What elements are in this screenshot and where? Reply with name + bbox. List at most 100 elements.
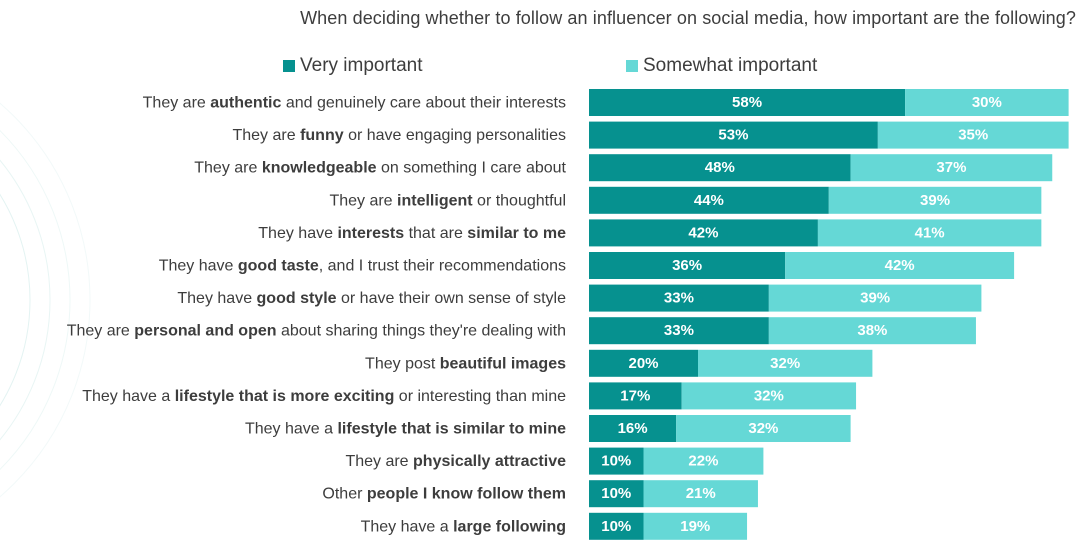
decorative-arcs xyxy=(0,102,91,498)
bar-somewhat-important xyxy=(676,415,851,442)
bar-somewhat-important xyxy=(643,480,758,508)
chart-title: When deciding whether to follow an influ… xyxy=(300,8,1076,28)
data-label: 53% xyxy=(718,127,748,144)
category-label-part: intelligent xyxy=(397,192,473,209)
category-label: They are personal and open about sharing… xyxy=(67,322,566,339)
legend-label-very: Very important xyxy=(300,55,423,76)
category-label-part: They have a xyxy=(245,420,338,437)
legend-swatch-somewhat xyxy=(626,60,638,72)
category-label-part: They post xyxy=(365,355,440,372)
data-label: 41% xyxy=(915,224,945,241)
category-label: They have good style or have their own s… xyxy=(177,290,566,307)
category-label-part: similar to me xyxy=(467,224,566,241)
category-label-part: They are xyxy=(143,94,211,111)
data-label: 37% xyxy=(936,159,966,176)
category-label-part: or have engaging personalities xyxy=(344,127,566,144)
category-label: They have a lifestyle that is more excit… xyxy=(82,387,566,404)
category-label-part: They are xyxy=(329,192,397,209)
data-label: 33% xyxy=(664,322,694,339)
category-label-part: They have xyxy=(159,257,238,274)
bar-very-important xyxy=(589,447,644,475)
data-label: 10% xyxy=(601,518,631,535)
category-label-part: good taste xyxy=(238,257,319,274)
category-label: They have good taste, and I trust their … xyxy=(159,257,566,274)
data-label: 30% xyxy=(972,94,1002,111)
category-label: They are authentic and genuinely care ab… xyxy=(143,94,566,111)
category-label: They have a large following xyxy=(361,518,566,535)
category-label-part: that are xyxy=(404,224,467,241)
category-label-part: They have a xyxy=(361,518,454,535)
data-label: 36% xyxy=(672,257,702,274)
category-label-part: Other xyxy=(322,485,366,502)
data-label: 22% xyxy=(688,453,718,470)
category-label-part: , and I trust their recommendations xyxy=(319,257,566,274)
category-label-part: They are xyxy=(67,322,135,339)
bar-very-important xyxy=(589,480,644,508)
data-label: 32% xyxy=(770,355,800,372)
data-label: 48% xyxy=(705,159,735,176)
bar-somewhat-important xyxy=(850,154,1053,182)
data-label: 58% xyxy=(732,94,762,111)
category-label-part: good style xyxy=(257,290,337,307)
category-label-part: They have xyxy=(177,290,256,307)
category-label-part: or have their own sense of style xyxy=(337,290,567,307)
bar-very-important xyxy=(589,284,769,312)
category-label: They have interests that are similar to … xyxy=(258,224,566,241)
bar-very-important xyxy=(589,415,677,442)
legend-swatch-very xyxy=(283,60,295,72)
category-label-part: or thoughtful xyxy=(473,192,566,209)
category-label: They are knowledgeable on something I ca… xyxy=(194,159,566,176)
data-label: 44% xyxy=(694,192,724,209)
category-label-part: They are xyxy=(345,453,413,470)
data-label: 16% xyxy=(618,420,648,437)
category-label: They are intelligent or thoughtful xyxy=(329,192,566,209)
category-label-part: people I know follow them xyxy=(367,485,566,502)
category-label-part: large following xyxy=(453,518,566,535)
category-label: They are physically attractive xyxy=(345,453,566,470)
category-label-part: physically attractive xyxy=(413,453,566,470)
bar-very-important xyxy=(589,219,818,247)
legend-very-important: Very important xyxy=(283,55,423,77)
data-label: 35% xyxy=(958,127,988,144)
bar-somewhat-important xyxy=(643,447,764,475)
bar-very-important xyxy=(589,512,644,540)
data-label: 42% xyxy=(885,257,915,274)
data-label: 39% xyxy=(860,290,890,307)
bar-very-important xyxy=(589,186,829,214)
category-label-part: funny xyxy=(300,127,344,144)
bar-somewhat-important xyxy=(905,89,1069,116)
category-label-part: or interesting than mine xyxy=(394,387,566,404)
bar-somewhat-important xyxy=(877,121,1069,149)
category-label: They have a lifestyle that is similar to… xyxy=(245,420,566,437)
category-label-part: lifestyle that is more exciting xyxy=(175,387,395,404)
category-label-part: knowledgeable xyxy=(262,159,377,176)
bar-somewhat-important xyxy=(768,317,976,345)
category-label-part: on something I care about xyxy=(377,159,567,176)
bar-very-important xyxy=(589,252,786,279)
category-label: They post beautiful images xyxy=(365,355,566,372)
bar-very-important xyxy=(589,121,878,149)
category-label-part: about sharing things they're dealing wit… xyxy=(277,322,566,339)
bar-somewhat-important xyxy=(785,252,1015,279)
data-label: 19% xyxy=(680,518,710,535)
legend-somewhat-important: Somewhat important xyxy=(626,55,817,77)
bar-somewhat-important xyxy=(768,284,982,312)
category-label-part: They are xyxy=(232,127,300,144)
category-label: Other people I know follow them xyxy=(322,485,566,502)
data-label: 32% xyxy=(754,387,784,404)
bar-somewhat-important xyxy=(643,512,748,540)
data-label: 33% xyxy=(664,290,694,307)
bar-somewhat-important xyxy=(828,186,1042,214)
data-label: 10% xyxy=(601,453,631,470)
category-label-part: They have xyxy=(258,224,337,241)
category-label-part: personal and open xyxy=(134,322,276,339)
data-label: 32% xyxy=(748,420,778,437)
bar-very-important xyxy=(589,382,682,410)
bar-very-important xyxy=(589,317,769,345)
bar-very-important xyxy=(589,154,851,182)
data-label: 39% xyxy=(920,192,950,209)
data-label: 20% xyxy=(628,355,658,372)
category-label-part: beautiful images xyxy=(440,355,566,372)
data-label: 38% xyxy=(857,322,887,339)
